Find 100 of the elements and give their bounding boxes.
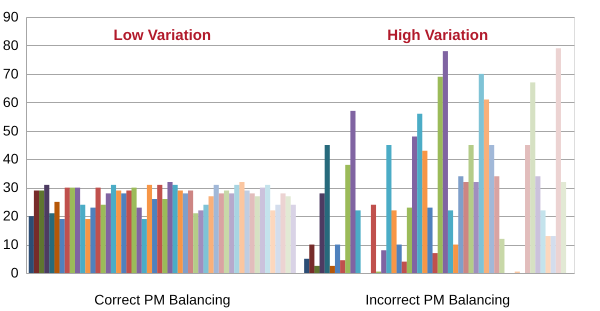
bar <box>64 188 70 273</box>
bar <box>546 236 551 273</box>
bar <box>556 48 561 273</box>
bar <box>560 182 566 273</box>
bar <box>370 204 376 273</box>
bar <box>49 213 54 273</box>
bar <box>442 51 448 273</box>
bar <box>244 190 250 273</box>
bar <box>309 244 314 273</box>
bar <box>396 244 402 273</box>
bar <box>224 190 230 273</box>
bar <box>540 210 546 273</box>
y-tick-label: 40 <box>2 150 19 167</box>
bar <box>250 193 255 273</box>
bar <box>121 193 126 273</box>
bar <box>530 82 536 273</box>
bar <box>458 176 464 273</box>
bar <box>345 164 350 273</box>
bar <box>478 74 484 273</box>
bar <box>265 184 270 273</box>
bar <box>270 210 276 273</box>
bar <box>162 199 168 273</box>
bar <box>208 196 214 273</box>
bar <box>422 150 428 273</box>
bar <box>85 218 90 273</box>
bar <box>386 145 392 273</box>
bar <box>70 188 75 273</box>
bar <box>290 204 296 273</box>
bar <box>324 145 330 273</box>
bar <box>489 145 494 273</box>
y-tick-label: 60 <box>2 94 19 110</box>
bar <box>34 190 40 273</box>
bar <box>54 202 60 273</box>
bar <box>402 262 407 273</box>
bar <box>90 208 96 273</box>
bar <box>152 199 158 273</box>
bar <box>381 250 386 273</box>
bar <box>463 182 469 273</box>
bar <box>110 184 116 273</box>
bar <box>234 184 240 273</box>
bar <box>178 190 183 273</box>
bar <box>218 193 224 273</box>
bar <box>350 110 356 273</box>
bar <box>535 176 540 273</box>
bar <box>254 196 260 273</box>
bar <box>432 253 438 273</box>
y-tick-label: 70 <box>2 65 19 82</box>
bar <box>412 136 418 273</box>
bar <box>188 190 194 273</box>
bar <box>44 184 50 273</box>
bar <box>39 190 44 273</box>
x-tick-label: Correct PM Balancing <box>94 292 230 308</box>
bar <box>499 238 504 273</box>
bar <box>214 184 219 273</box>
y-tick-label: 50 <box>2 122 19 138</box>
bar <box>80 204 86 273</box>
bar <box>198 210 204 273</box>
bar <box>406 208 412 273</box>
bar <box>146 184 152 273</box>
bar <box>172 184 178 273</box>
bar <box>193 213 198 273</box>
bar <box>453 244 458 273</box>
bar <box>320 193 325 273</box>
bar <box>330 266 335 273</box>
bar <box>157 184 162 273</box>
bar <box>448 210 454 273</box>
bar <box>334 244 340 273</box>
y-tick-label: 30 <box>2 179 19 196</box>
bar <box>116 190 122 273</box>
bar <box>438 76 443 273</box>
bar <box>275 204 280 273</box>
bar <box>340 260 346 273</box>
bar <box>60 218 65 273</box>
y-tick-label: 20 <box>2 208 19 224</box>
bar <box>391 210 397 273</box>
bar <box>550 236 556 273</box>
bar <box>286 196 291 273</box>
bar <box>28 216 34 273</box>
bar <box>484 99 490 273</box>
bar <box>203 204 209 273</box>
bar <box>239 182 244 273</box>
bar <box>136 208 142 273</box>
bar <box>167 182 173 273</box>
bar <box>126 190 132 273</box>
bar <box>427 208 433 273</box>
annotation: Low Variation <box>114 27 212 44</box>
y-tick-label: 90 <box>2 8 19 24</box>
bar <box>96 188 101 273</box>
bar <box>229 193 234 273</box>
x-tick-label: Incorrect PM Balancing <box>365 292 510 308</box>
bar <box>142 218 147 273</box>
y-tick-label: 80 <box>2 36 19 53</box>
annotation: High Variation <box>387 27 488 44</box>
bar <box>74 188 80 273</box>
bar <box>131 188 137 273</box>
bar <box>525 145 530 273</box>
bar <box>494 176 500 273</box>
bar <box>280 193 286 273</box>
bar <box>417 114 422 273</box>
y-tick-label: 10 <box>2 236 19 252</box>
